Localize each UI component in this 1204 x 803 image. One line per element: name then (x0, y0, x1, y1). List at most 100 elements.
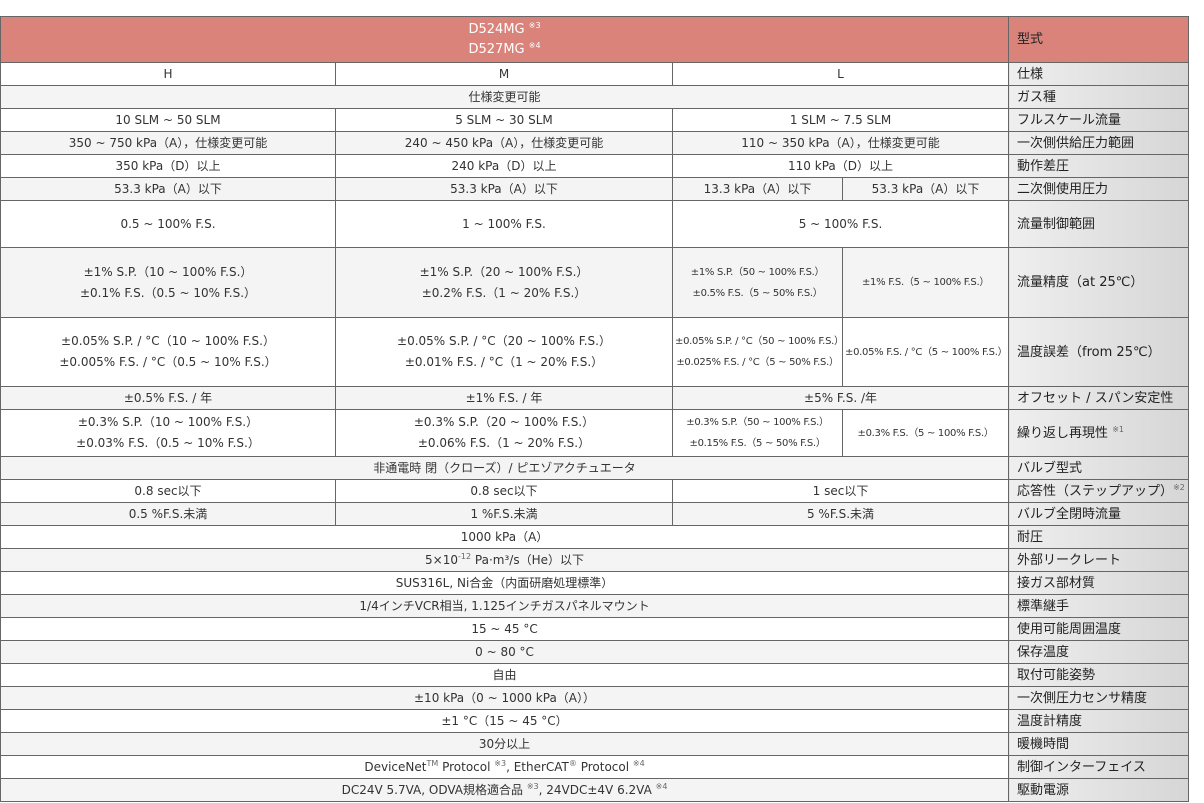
cell-line: ±0.05% S.P. / °C（50 ~ 100% F.S.） (675, 331, 842, 352)
cell-line: 240 ~ 450 kPa（A），仕様変更可能 (340, 133, 668, 154)
label-text: 温度誤差（from 25℃） (1017, 344, 1161, 360)
label-text: 二次側使用圧力 (1017, 181, 1109, 197)
value-cell: 1 %F.S.未満 (335, 502, 673, 526)
cell-text: D524MG (468, 21, 529, 37)
row-label: バルブ全閉時流量 (1008, 502, 1190, 526)
spec-row: 0.5 ~ 100% F.S. 1 ~ 100% F.S. 5 ~ 100% F.S… (0, 200, 1190, 248)
label-text: 使用可能周囲温度 (1017, 621, 1122, 637)
cell-text: L (837, 66, 844, 81)
value-cell: ±1% S.P.（10 ~ 100% F.S.） ±0.1% F.S.（0.5 ~… (0, 247, 336, 318)
cell-line: ±1% S.P.（50 ~ 100% F.S.） (675, 262, 840, 283)
value-cell: ±1% S.P.（20 ~ 100% F.S.） ±0.2% F.S.（1 ~ 2… (335, 247, 673, 318)
cell-text: D527MG (468, 41, 529, 57)
label-text: 応答性（ステップアップ） (1017, 483, 1174, 499)
cell-text: ±0.03% F.S.（0.5 ~ 10% F.S.） (76, 436, 260, 450)
spec-row: ±1% S.P.（10 ~ 100% F.S.） ±0.1% F.S.（0.5 ~… (0, 247, 1190, 318)
row-label: 保存温度 (1008, 640, 1190, 664)
note-mark: ® (568, 758, 577, 768)
cell-line: 53.3 kPa（A）以下 (340, 179, 668, 200)
row-label: 耐圧 (1008, 525, 1190, 549)
label-text: 保存温度 (1017, 644, 1070, 660)
cell-text: 30分以上 (478, 736, 531, 751)
cell-line: ±1% S.P.（20 ~ 100% F.S.） (340, 262, 668, 283)
cell-line: 1000 kPa（A） (5, 527, 1004, 548)
cell-line: 53.3 kPa（A）以下 (847, 179, 1004, 200)
cell-line: ±1% F.S. / 年 (340, 388, 668, 409)
cell-line: 1 SLM ~ 7.5 SLM (677, 110, 1004, 131)
cell-line: ±0.2% F.S.（1 ~ 20% F.S.） (340, 283, 668, 304)
value-cell: 0.5 %F.S.未満 (0, 502, 336, 526)
label-text: バルブ全閉時流量 (1017, 506, 1122, 522)
cell-line: ±0.5% F.S. / 年 (5, 388, 331, 409)
cell-line: ±1% F.S.（5 ~ 100% F.S.） (845, 272, 1006, 293)
row-label: 二次側使用圧力 (1008, 177, 1190, 201)
value-cell: 仕様変更可能 (0, 85, 1010, 109)
spec-row: ±0.5% F.S. / 年 ±1% F.S. / 年 ±5% F.S. /年 オフセ… (0, 386, 1190, 410)
cell-line: 1 %F.S.未満 (340, 504, 668, 525)
cell-text: ±1% F.S. / 年 (465, 390, 543, 405)
cell-text: 5 SLM ~ 30 SLM (455, 112, 553, 127)
cell-line: D527MG ※4 (5, 40, 1004, 60)
spec-table: D524MG ※3 D527MG ※4 型式 H M L 仕様 仕様変更可能 ガス種 10 SLM… (0, 16, 1190, 802)
value-cell: 110 kPa（D）以上 (671, 154, 1010, 178)
value-cell: ±0.05% S.P. / °C（20 ~ 100% F.S.） ±0.01% F… (335, 317, 673, 387)
spec-row: 10 SLM ~ 50 SLM 5 SLM ~ 30 SLM 1 SLM ~ 7.5… (0, 108, 1190, 132)
cell-text: ±5% F.S. /年 (804, 390, 878, 405)
row-label: 流量精度（at 25℃） (1008, 247, 1190, 318)
cell-line: ±0.06% F.S.（1 ~ 20% F.S.） (340, 433, 668, 454)
note-mark: ※3 (526, 781, 539, 791)
row-label: 外部リークレート (1008, 548, 1190, 572)
cell-text: ±1% F.S.（5 ~ 100% F.S.） (861, 277, 990, 288)
label-text: 制御インターフェイス (1017, 759, 1146, 775)
cell-text: DC24V 5.7VA, ODVA規格適合品 (341, 782, 527, 797)
cell-line: ±0.025% F.S. / °C（5 ~ 50% F.S.） (675, 352, 840, 373)
value-cell: ±1 °C（15 ~ 45 °C） (0, 709, 1010, 733)
cell-line: ±0.3% S.P.（10 ~ 100% F.S.） (5, 412, 331, 433)
label-text: 型式 (1017, 31, 1044, 47)
spec-row: 0.5 %F.S.未満 1 %F.S.未満 5 %F.S.未満 バルブ全閉時流量 (0, 502, 1190, 526)
cell-text: Protocol (576, 759, 633, 774)
cell-line: SUS316L, Ni合金（内面研磨処理標準） (5, 573, 1004, 594)
cell-line: L (677, 64, 1004, 85)
spec-row: 15 ~ 45 °C 使用可能周囲温度 (0, 617, 1190, 641)
note-mark: ※1 (1112, 424, 1124, 434)
label-text: 駆動電源 (1017, 782, 1070, 798)
cell-text: ±0.5% F.S.（5 ~ 50% F.S.） (692, 287, 823, 299)
cell-line: 自由 (5, 665, 1004, 686)
cell-text: ±0.15% F.S.（5 ~ 50% F.S.） (689, 438, 826, 449)
row-label: 駆動電源 (1008, 778, 1190, 802)
cell-text: Pa·m³/s（He）以下 (471, 552, 584, 567)
cell-line: ±0.3% S.P.（20 ~ 100% F.S.） (340, 412, 668, 433)
cell-text: ±0.3% S.P.（10 ~ 100% F.S.） (77, 415, 259, 429)
cell-text: 5×10 (425, 552, 459, 567)
value-cell: 5 SLM ~ 30 SLM (335, 108, 673, 132)
cell-text: ±1% S.P.（50 ~ 100% F.S.） (690, 266, 825, 278)
value-cell: H (0, 62, 336, 86)
cell-text: 0.8 sec以下 (134, 483, 202, 498)
cell-line: ±0.005% F.S. / °C（0.5 ~ 10% F.S.） (5, 352, 331, 373)
label-text: 標準継手 (1017, 598, 1070, 614)
cell-text: 5 %F.S.未満 (806, 506, 875, 521)
row-label: 一次側圧力センサ精度 (1008, 686, 1190, 710)
spec-row: 仕様変更可能 ガス種 (0, 85, 1190, 109)
value-cell: 1000 kPa（A） (0, 525, 1010, 549)
cell-text: ±0.1% F.S.（0.5 ~ 10% F.S.） (79, 285, 257, 300)
label-text: 暖機時間 (1017, 736, 1070, 752)
spec-row: 350 ~ 750 kPa（A），仕様変更可能 240 ~ 450 kPa（A），… (0, 131, 1190, 155)
label-text: 取付可能姿勢 (1017, 667, 1096, 683)
spec-row: 350 kPa（D）以上 240 kPa（D）以上 110 kPa（D）以上 動作差圧 (0, 154, 1190, 178)
label-text: 耐圧 (1017, 529, 1044, 545)
cell-text: 5 ~ 100% F.S. (798, 216, 883, 231)
value-cell: 240 kPa（D）以上 (335, 154, 673, 178)
label-text: 流量精度（at 25℃） (1017, 275, 1144, 290)
value-cell: 240 ~ 450 kPa（A），仕様変更可能 (335, 131, 673, 155)
cell-line: ±0.01% F.S. / °C（1 ~ 20% F.S.） (340, 352, 668, 373)
value-cell: ±0.3% S.P.（50 ~ 100% F.S.） ±0.15% F.S.（5 … (672, 409, 843, 457)
cell-line: ±0.15% F.S.（5 ~ 50% F.S.） (675, 433, 840, 454)
cell-text: SUS316L, Ni合金（内面研磨処理標準） (395, 575, 614, 590)
cell-text: 350 ~ 750 kPa（A），仕様変更可能 (68, 135, 268, 150)
value-cell: ±0.05% S.P. / °C（50 ~ 100% F.S.） ±0.025% … (672, 317, 843, 387)
row-label: 標準継手 (1008, 594, 1190, 618)
label-text: 繰り返し再現性 (1017, 425, 1113, 441)
